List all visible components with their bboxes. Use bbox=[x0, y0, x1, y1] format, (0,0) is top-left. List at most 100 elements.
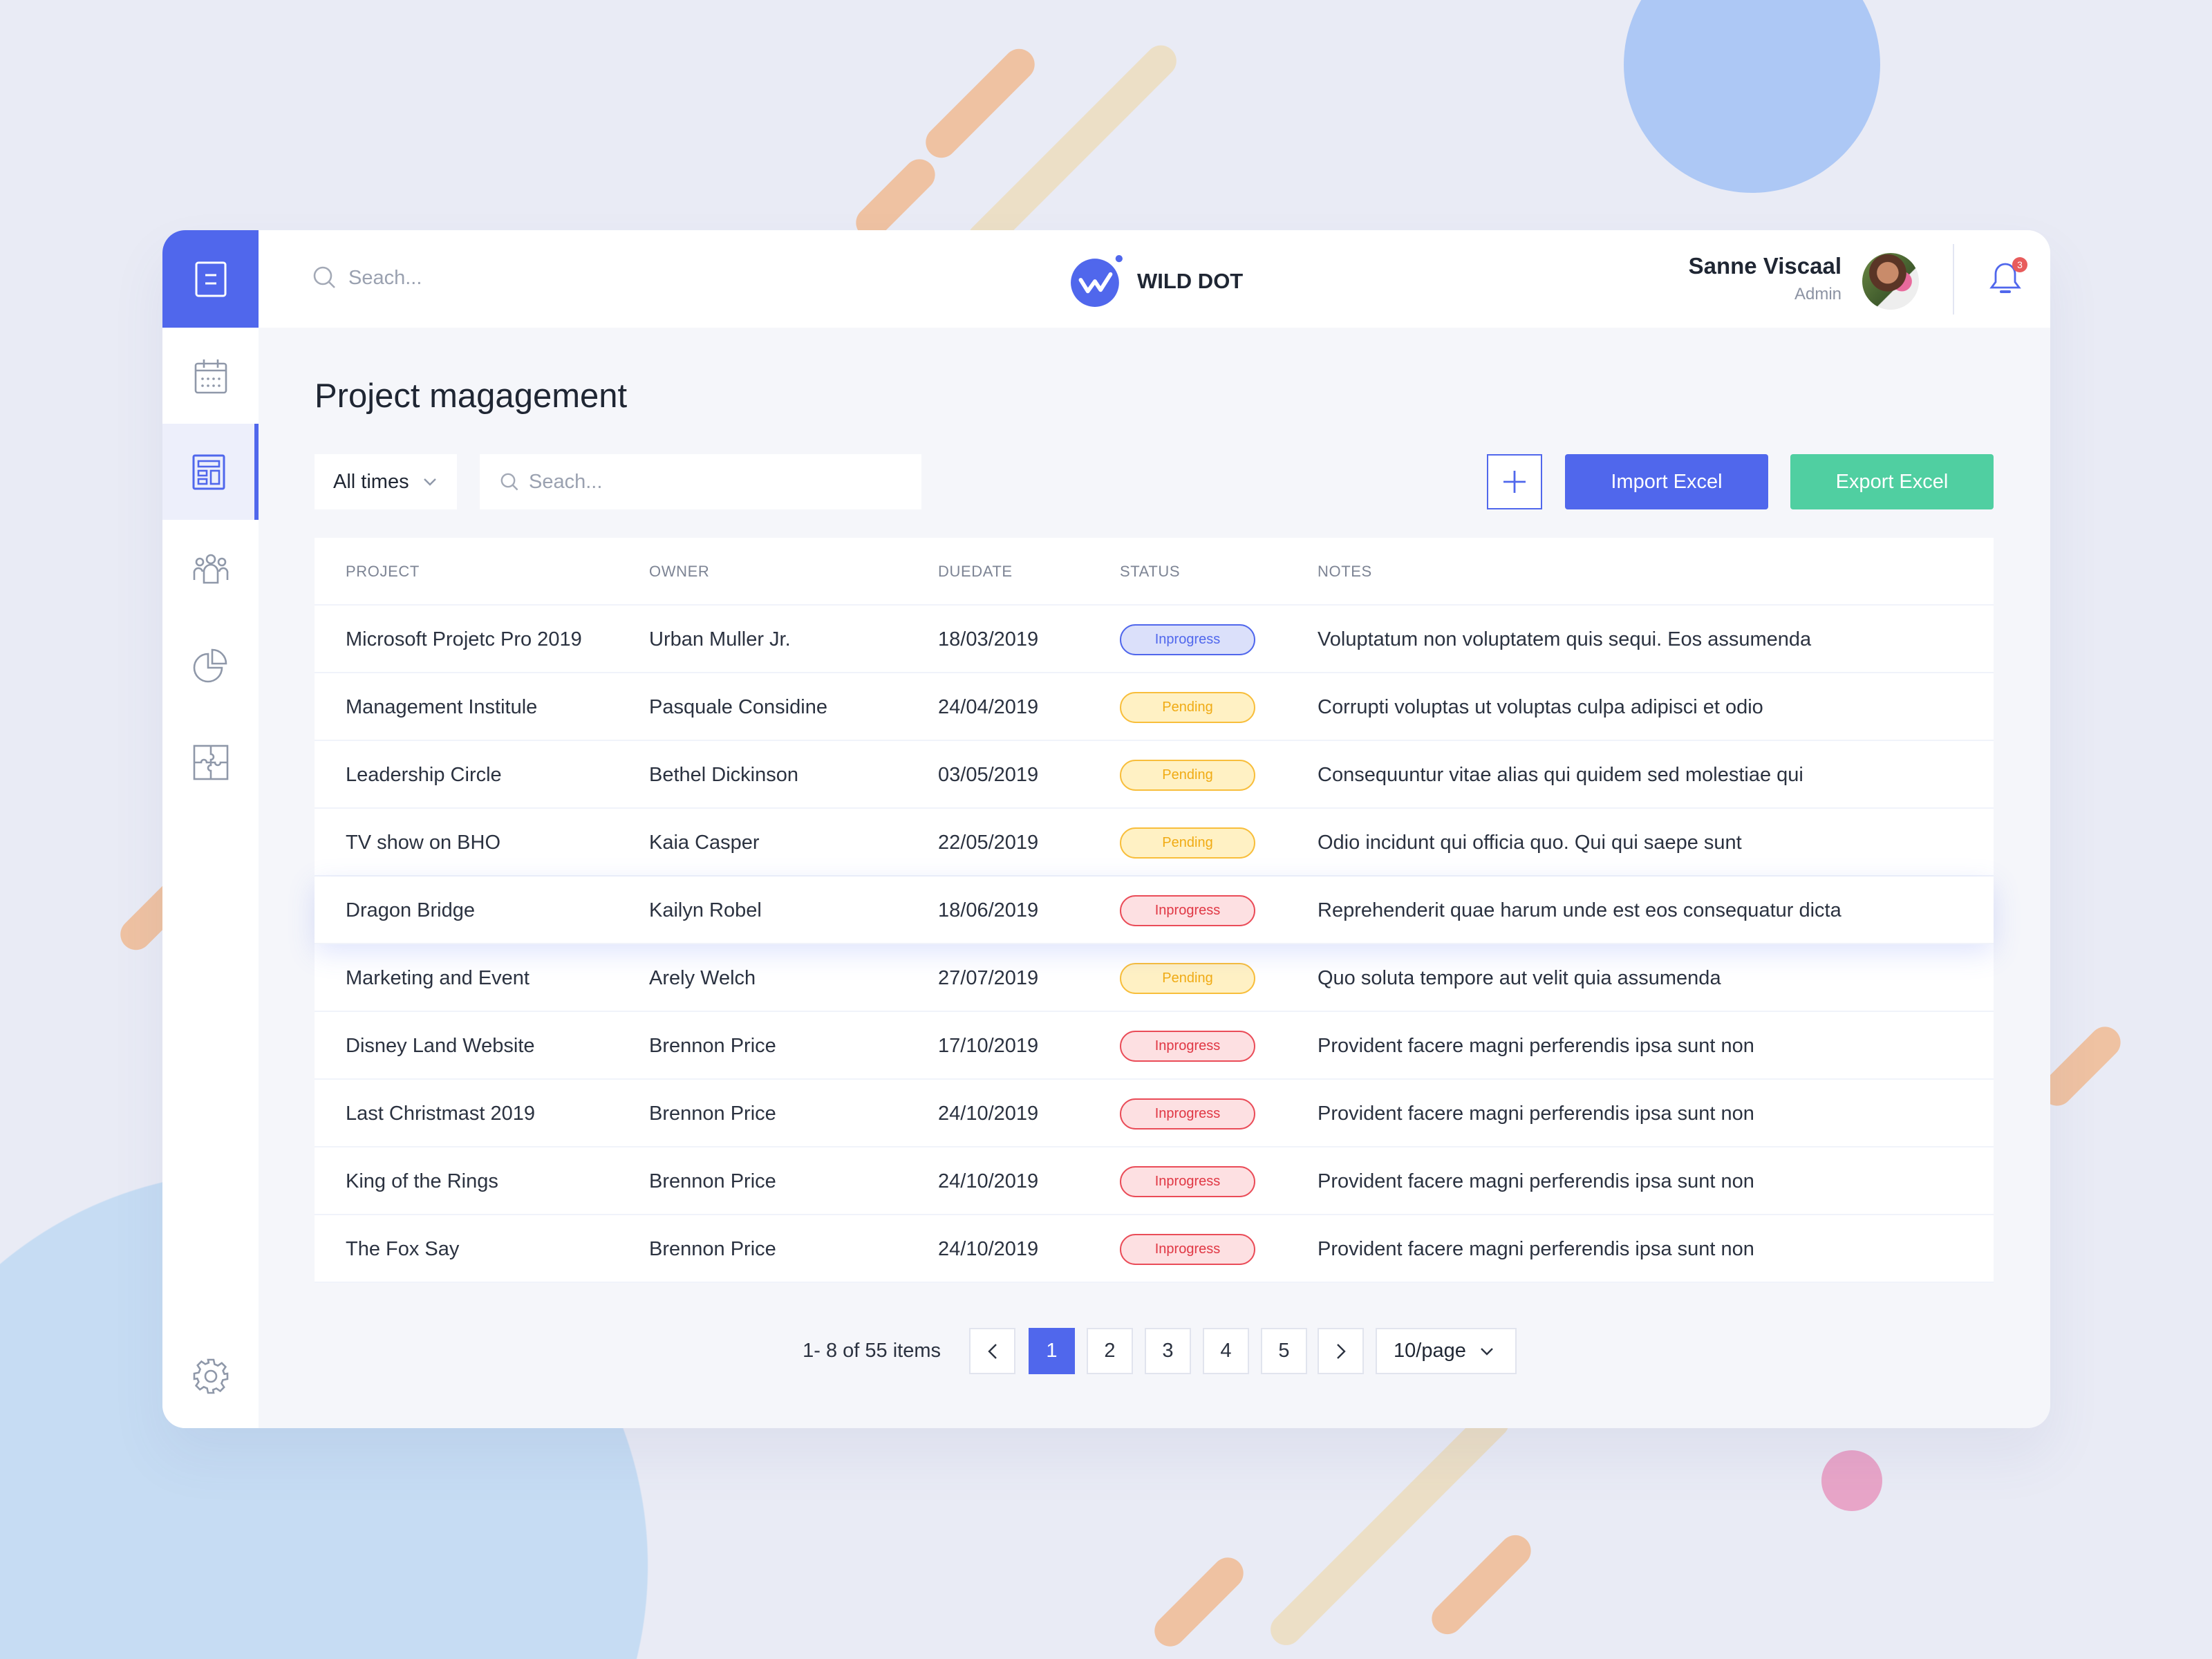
column-header-duedate[interactable]: DUEDATE bbox=[938, 563, 1013, 580]
global-search[interactable]: Seach... bbox=[312, 265, 422, 290]
owner-name: Urban Muller Jr. bbox=[649, 628, 791, 650]
due-date: 24/10/2019 bbox=[938, 1238, 1039, 1260]
owner-name: Bethel Dickinson bbox=[649, 764, 798, 786]
users-icon bbox=[193, 554, 228, 583]
project-name: Microsoft Projetc Pro 2019 bbox=[346, 628, 582, 650]
due-date: 17/10/2019 bbox=[938, 1035, 1039, 1057]
top-header: Seach... WILD DOT Sanne Viscaal Admin 3 bbox=[259, 230, 2050, 328]
sidebar-item-integrations[interactable] bbox=[162, 714, 259, 810]
bell-icon bbox=[1989, 263, 2021, 293]
table-row[interactable]: Marketing and Event Arely Welch 27/07/2019… bbox=[315, 944, 1994, 1012]
projects-table: PROJECT OWNER DUEDATE STATUS NOTES Micro… bbox=[315, 538, 1994, 1283]
due-date: 03/05/2019 bbox=[938, 764, 1039, 786]
project-name: Leadership Circle bbox=[346, 764, 502, 786]
table-search-placeholder: Seach... bbox=[529, 470, 603, 493]
due-date: 27/07/2019 bbox=[938, 967, 1039, 989]
menu-icon bbox=[195, 261, 226, 297]
wild-dot-logo-icon bbox=[1071, 255, 1123, 307]
table-row[interactable]: The Fox Say Brennon Price 24/10/2019 Inprog… bbox=[315, 1215, 1994, 1283]
owner-name: Brennon Price bbox=[649, 1238, 776, 1260]
brand-name: WILD DOT bbox=[1137, 269, 1244, 293]
notes: Voluptatum non voluptatem quis sequi. Eo… bbox=[1318, 628, 1812, 650]
import-excel-button[interactable]: Import Excel bbox=[1565, 454, 1768, 509]
next-page-button[interactable] bbox=[1318, 1328, 1364, 1374]
brand-logo[interactable]: WILD DOT bbox=[1069, 254, 1243, 308]
notes: Provident facere magni perferendis ipsa … bbox=[1318, 1035, 1754, 1057]
time-filter-value: All times bbox=[333, 470, 409, 493]
owner-name: Brennon Price bbox=[649, 1103, 776, 1125]
sidebar-item-settings[interactable] bbox=[162, 1328, 259, 1424]
decor-stripe bbox=[1147, 1550, 1250, 1653]
table-row[interactable]: Management Institule Pasquale Considine 24… bbox=[315, 673, 1994, 741]
project-name: Dragon Bridge bbox=[346, 899, 475, 921]
project-name: King of the Rings bbox=[346, 1170, 498, 1192]
page-title: Project magagement bbox=[315, 377, 628, 415]
notes: Odio incidunt qui officia quo. Qui qui s… bbox=[1318, 832, 1742, 854]
status-badge: Pending bbox=[1120, 963, 1255, 994]
decor-stripe bbox=[919, 42, 1042, 165]
add-project-button[interactable] bbox=[1487, 454, 1542, 509]
decor-stripe bbox=[1425, 1528, 1537, 1641]
sidebar-item-users[interactable] bbox=[162, 521, 259, 617]
project-name: Disney Land Website bbox=[346, 1035, 535, 1057]
page-button-5[interactable]: 5 bbox=[1261, 1328, 1307, 1374]
due-date: 24/10/2019 bbox=[938, 1170, 1039, 1192]
project-name: The Fox Say bbox=[346, 1238, 460, 1260]
sidebar-item-reports[interactable] bbox=[162, 617, 259, 713]
status-badge: Inprogress bbox=[1120, 1166, 1255, 1197]
column-header-status[interactable]: STATUS bbox=[1120, 563, 1181, 580]
user-info[interactable]: Sanne Viscaal Admin bbox=[1689, 253, 1841, 304]
sidebar bbox=[162, 230, 259, 1428]
decor-circle-blue bbox=[1624, 0, 1880, 193]
page-button-4[interactable]: 4 bbox=[1203, 1328, 1249, 1374]
avatar[interactable] bbox=[1862, 253, 1919, 310]
column-header-owner[interactable]: OWNER bbox=[649, 563, 710, 580]
table-row[interactable]: TV show on BHO Kaia Casper 22/05/2019 Pendi… bbox=[315, 809, 1994, 877]
settings-icon bbox=[193, 1358, 228, 1394]
due-date: 18/03/2019 bbox=[938, 628, 1039, 650]
page-button-1[interactable]: 1 bbox=[1029, 1328, 1075, 1374]
column-header-notes[interactable]: NOTES bbox=[1318, 563, 1372, 580]
decor-circle-pink bbox=[1821, 1450, 1882, 1511]
sidebar-item-dashboard[interactable] bbox=[162, 424, 259, 520]
time-filter-dropdown[interactable]: All times bbox=[315, 454, 457, 509]
status-badge: Pending bbox=[1120, 760, 1255, 791]
project-name: TV show on BHO bbox=[346, 832, 501, 854]
page-button-3[interactable]: 3 bbox=[1145, 1328, 1191, 1374]
pie-chart-icon bbox=[193, 648, 227, 682]
project-name: Management Institule bbox=[346, 696, 538, 718]
owner-name: Pasquale Considine bbox=[649, 696, 827, 718]
table-search-input[interactable]: Seach... bbox=[480, 454, 921, 509]
notifications-button[interactable]: 3 bbox=[1989, 257, 2027, 299]
puzzle-icon bbox=[193, 744, 228, 780]
page-button-2[interactable]: 2 bbox=[1087, 1328, 1133, 1374]
notes: Provident facere magni perferendis ipsa … bbox=[1318, 1238, 1754, 1260]
notes: Provident facere magni perferendis ipsa … bbox=[1318, 1170, 1754, 1192]
column-header-project[interactable]: PROJECT bbox=[346, 563, 420, 580]
user-role: Admin bbox=[1794, 285, 1841, 303]
sidebar-item-calendar[interactable] bbox=[162, 328, 259, 424]
table-row[interactable]: Last Christmast 2019 Brennon Price 24/10/2… bbox=[315, 1080, 1994, 1147]
owner-name: Arely Welch bbox=[649, 967, 756, 989]
prev-page-button[interactable] bbox=[969, 1328, 1015, 1374]
notes: Consequuntur vitae alias qui quidem sed … bbox=[1318, 764, 1803, 786]
divider bbox=[1953, 244, 1954, 315]
app-window: Seach... WILD DOT Sanne Viscaal Admin 3 … bbox=[162, 230, 2050, 1428]
table-row[interactable]: Disney Land Website Brennon Price 17/10/20… bbox=[315, 1012, 1994, 1080]
table-row[interactable]: King of the Rings Brennon Price 24/10/2019… bbox=[315, 1147, 1994, 1215]
project-name: Last Christmast 2019 bbox=[346, 1103, 536, 1125]
status-badge: Inprogress bbox=[1120, 1031, 1255, 1062]
due-date: 18/06/2019 bbox=[938, 899, 1039, 921]
global-search-placeholder: Seach... bbox=[348, 266, 422, 289]
due-date: 24/04/2019 bbox=[938, 696, 1039, 718]
due-date: 24/10/2019 bbox=[938, 1103, 1039, 1125]
table-row[interactable]: Leadership Circle Bethel Dickinson 03/05/2… bbox=[315, 741, 1994, 809]
sidebar-menu-button[interactable] bbox=[162, 230, 259, 328]
decor-stripe bbox=[1264, 1400, 1516, 1652]
pagination-info: 1- 8 of 55 items bbox=[803, 1340, 941, 1362]
table-row[interactable]: Dragon Bridge Kailyn Robel 18/06/2019 Inpro… bbox=[315, 877, 1994, 944]
export-excel-button[interactable]: Export Excel bbox=[1790, 454, 1994, 509]
table-row[interactable]: Microsoft Projetc Pro 2019 Urban Muller J… bbox=[315, 606, 1994, 673]
page-size-dropdown[interactable]: 10/page bbox=[1376, 1328, 1517, 1374]
owner-name: Kailyn Robel bbox=[649, 899, 762, 921]
